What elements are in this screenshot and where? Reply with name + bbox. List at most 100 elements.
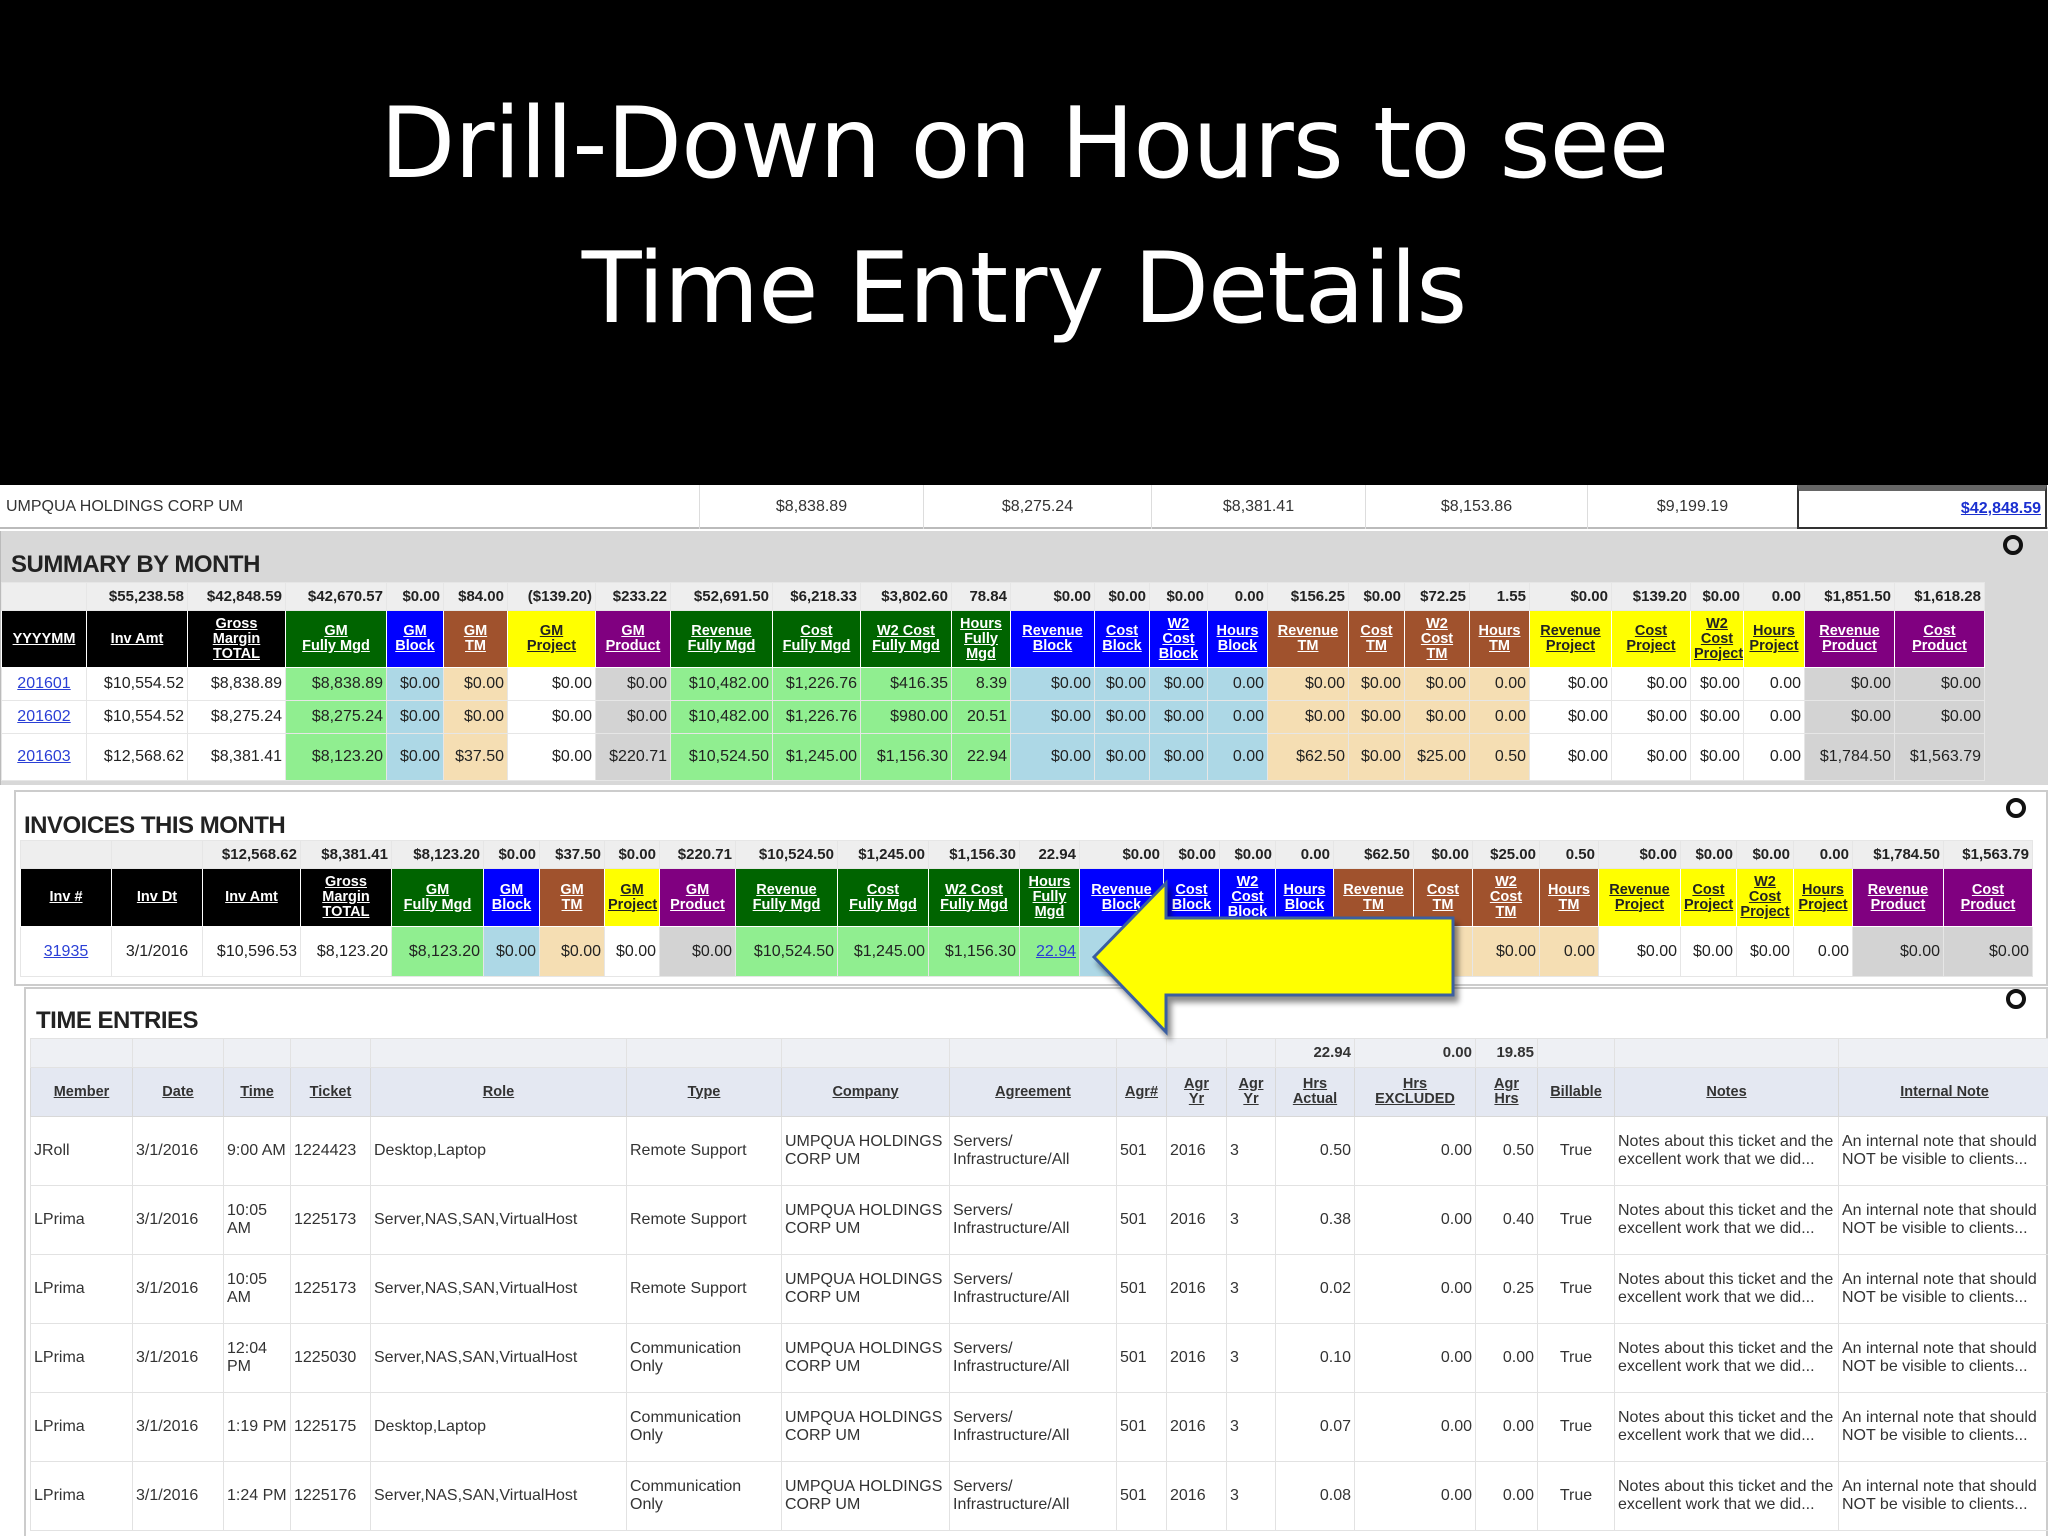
column-header[interactable]: Inv Dt (111, 868, 203, 927)
column-header[interactable]: Internal Note (1838, 1067, 2048, 1117)
month-value: $8,381.41 (1151, 485, 1365, 529)
table-cell: $0.00 (1094, 700, 1150, 734)
table-cell[interactable]: 201602 (1, 700, 87, 734)
column-header[interactable]: Inv Amt (202, 868, 301, 927)
column-header[interactable]: Time (223, 1067, 291, 1117)
column-header[interactable]: Inv # (20, 868, 112, 927)
column-header[interactable]: Ticket (290, 1067, 371, 1117)
table-row: LPrima 3/1/2016 10:05 AM 1225173 Server,NAS,… (30, 1254, 2048, 1324)
column-header[interactable]: Billable (1537, 1067, 1615, 1117)
column-header[interactable]: Cost Product (1894, 610, 1985, 668)
column-header[interactable]: Agr# (1116, 1067, 1167, 1117)
grand-total-link[interactable]: $42,848.59 (1797, 485, 2047, 529)
column-header[interactable]: W2 Cost TM (1404, 610, 1470, 668)
drilldown-link[interactable]: 31935 (43, 942, 89, 960)
column-header[interactable]: W2 Cost Block (1149, 610, 1208, 668)
column-header[interactable]: Gross Margin TOTAL (187, 610, 286, 668)
table-cell: $0.00 (1611, 733, 1691, 781)
drilldown-link[interactable]: 201601 (17, 675, 71, 692)
column-header[interactable]: Gross Margin TOTAL (300, 868, 392, 927)
total-cell (781, 1038, 950, 1068)
column-header[interactable]: W2 Cost Block (1219, 868, 1276, 927)
column-header[interactable]: Agreement (949, 1067, 1117, 1117)
expand-plus-icon[interactable] (2006, 989, 2026, 1009)
column-header[interactable]: Cost Fully Mgd (772, 610, 861, 668)
column-header[interactable]: Cost Project (1680, 868, 1737, 927)
column-header[interactable]: Hours Fully Mgd (951, 610, 1011, 668)
table-cell[interactable]: 31935 (20, 926, 112, 977)
column-header[interactable]: Revenue Fully Mgd (735, 868, 838, 927)
column-header[interactable]: Cost Project (1611, 610, 1691, 668)
drilldown-link[interactable]: 22.94 (1035, 942, 1076, 960)
column-header[interactable]: Revenue TM (1333, 868, 1414, 927)
column-header[interactable]: Cost TM (1413, 868, 1473, 927)
column-header[interactable]: Hours Block (1275, 868, 1334, 927)
column-header[interactable]: Type (626, 1067, 782, 1117)
column-header[interactable]: Hours TM (1539, 868, 1599, 927)
table-cell: $0.00 (386, 733, 444, 781)
column-header[interactable]: Cost Fully Mgd (837, 868, 929, 927)
column-header[interactable]: Cost TM (1348, 610, 1405, 668)
column-header[interactable]: Revenue Project (1598, 868, 1681, 927)
column-header[interactable]: Revenue Project (1529, 610, 1612, 668)
column-header[interactable]: GM Product (659, 868, 736, 927)
table-cell[interactable]: 201601 (1, 667, 87, 701)
column-header[interactable]: Role (370, 1067, 627, 1117)
column-header[interactable]: Agr Yr (1166, 1067, 1227, 1117)
table-cell: $62.50 (1267, 733, 1349, 781)
table-cell (1219, 926, 1276, 977)
column-header[interactable]: Member (30, 1067, 133, 1117)
column-header[interactable]: W2 Cost Project (1690, 610, 1744, 668)
column-header[interactable]: Revenue Product (1852, 868, 1944, 927)
column-header[interactable]: W2 Cost TM (1472, 868, 1540, 927)
column-header[interactable]: Revenue Product (1804, 610, 1895, 668)
column-header[interactable]: W2 Cost Fully Mgd (928, 868, 1020, 927)
header-row: Inv # Inv Dt Inv Amt Gross Margin TOTAL GM F… (20, 868, 2033, 927)
column-header[interactable]: GM Block (386, 610, 444, 668)
column-header[interactable]: Company (781, 1067, 950, 1117)
table-cell: $8,275.24 (187, 700, 286, 734)
column-header[interactable]: Hours Project (1743, 610, 1805, 668)
column-header[interactable]: GM Fully Mgd (391, 868, 484, 927)
column-header[interactable]: Hrs EXCLUDED (1354, 1067, 1476, 1117)
column-header[interactable]: GM TM (539, 868, 605, 927)
column-header[interactable]: Agr Yr (1226, 1067, 1276, 1117)
column-header[interactable]: Cost Block (1094, 610, 1150, 668)
column-header[interactable]: W2 Cost Project (1736, 868, 1794, 927)
table-cell: $1,245.00 (837, 926, 929, 977)
column-header[interactable]: GM Block (483, 868, 540, 927)
column-header[interactable]: Inv Amt (86, 610, 188, 668)
column-header[interactable]: Cost Product (1943, 868, 2033, 927)
column-header[interactable]: YYYYMM (1, 610, 87, 668)
column-header[interactable]: GM TM (443, 610, 508, 668)
drilldown-link[interactable]: 201602 (17, 708, 71, 725)
table-cell: An internal note that should NOT be visi… (1838, 1254, 2048, 1324)
column-header[interactable]: Hours Block (1207, 610, 1268, 668)
column-header[interactable]: Hrs Actual (1275, 1067, 1355, 1117)
expand-plus-icon[interactable] (2003, 535, 2023, 555)
column-header[interactable]: Hours TM (1469, 610, 1530, 668)
column-header[interactable]: Notes (1614, 1067, 1839, 1117)
table-cell[interactable]: 22.94 (1019, 926, 1080, 977)
drilldown-link[interactable]: 201603 (17, 748, 71, 765)
table-cell: UMPQUA HOLDINGS CORP UM (781, 1392, 950, 1462)
column-header[interactable]: GM Product (595, 610, 671, 668)
table-cell: 10:05 AM (223, 1254, 291, 1324)
table-cell[interactable]: 201603 (1, 733, 87, 781)
column-header[interactable]: W2 Cost Fully Mgd (860, 610, 952, 668)
column-header[interactable]: Revenue Block (1079, 868, 1164, 927)
column-header[interactable]: Hours Fully Mgd (1019, 868, 1080, 927)
slide-title: Drill-Down on Hours to see Time Entry De… (0, 0, 2048, 485)
column-header[interactable]: Date (132, 1067, 224, 1117)
column-header[interactable]: GM Fully Mgd (285, 610, 387, 668)
column-header[interactable]: Revenue Fully Mgd (670, 610, 773, 668)
total-cell (1166, 1038, 1227, 1068)
column-header[interactable]: GM Project (507, 610, 596, 668)
expand-plus-icon[interactable] (2006, 798, 2026, 818)
column-header[interactable]: Cost Block (1163, 868, 1220, 927)
column-header[interactable]: Revenue TM (1267, 610, 1349, 668)
column-header[interactable]: Hours Project (1793, 868, 1853, 927)
column-header[interactable]: Agr Hrs (1475, 1067, 1538, 1117)
column-header[interactable]: GM Project (604, 868, 660, 927)
column-header[interactable]: Revenue Block (1010, 610, 1095, 668)
